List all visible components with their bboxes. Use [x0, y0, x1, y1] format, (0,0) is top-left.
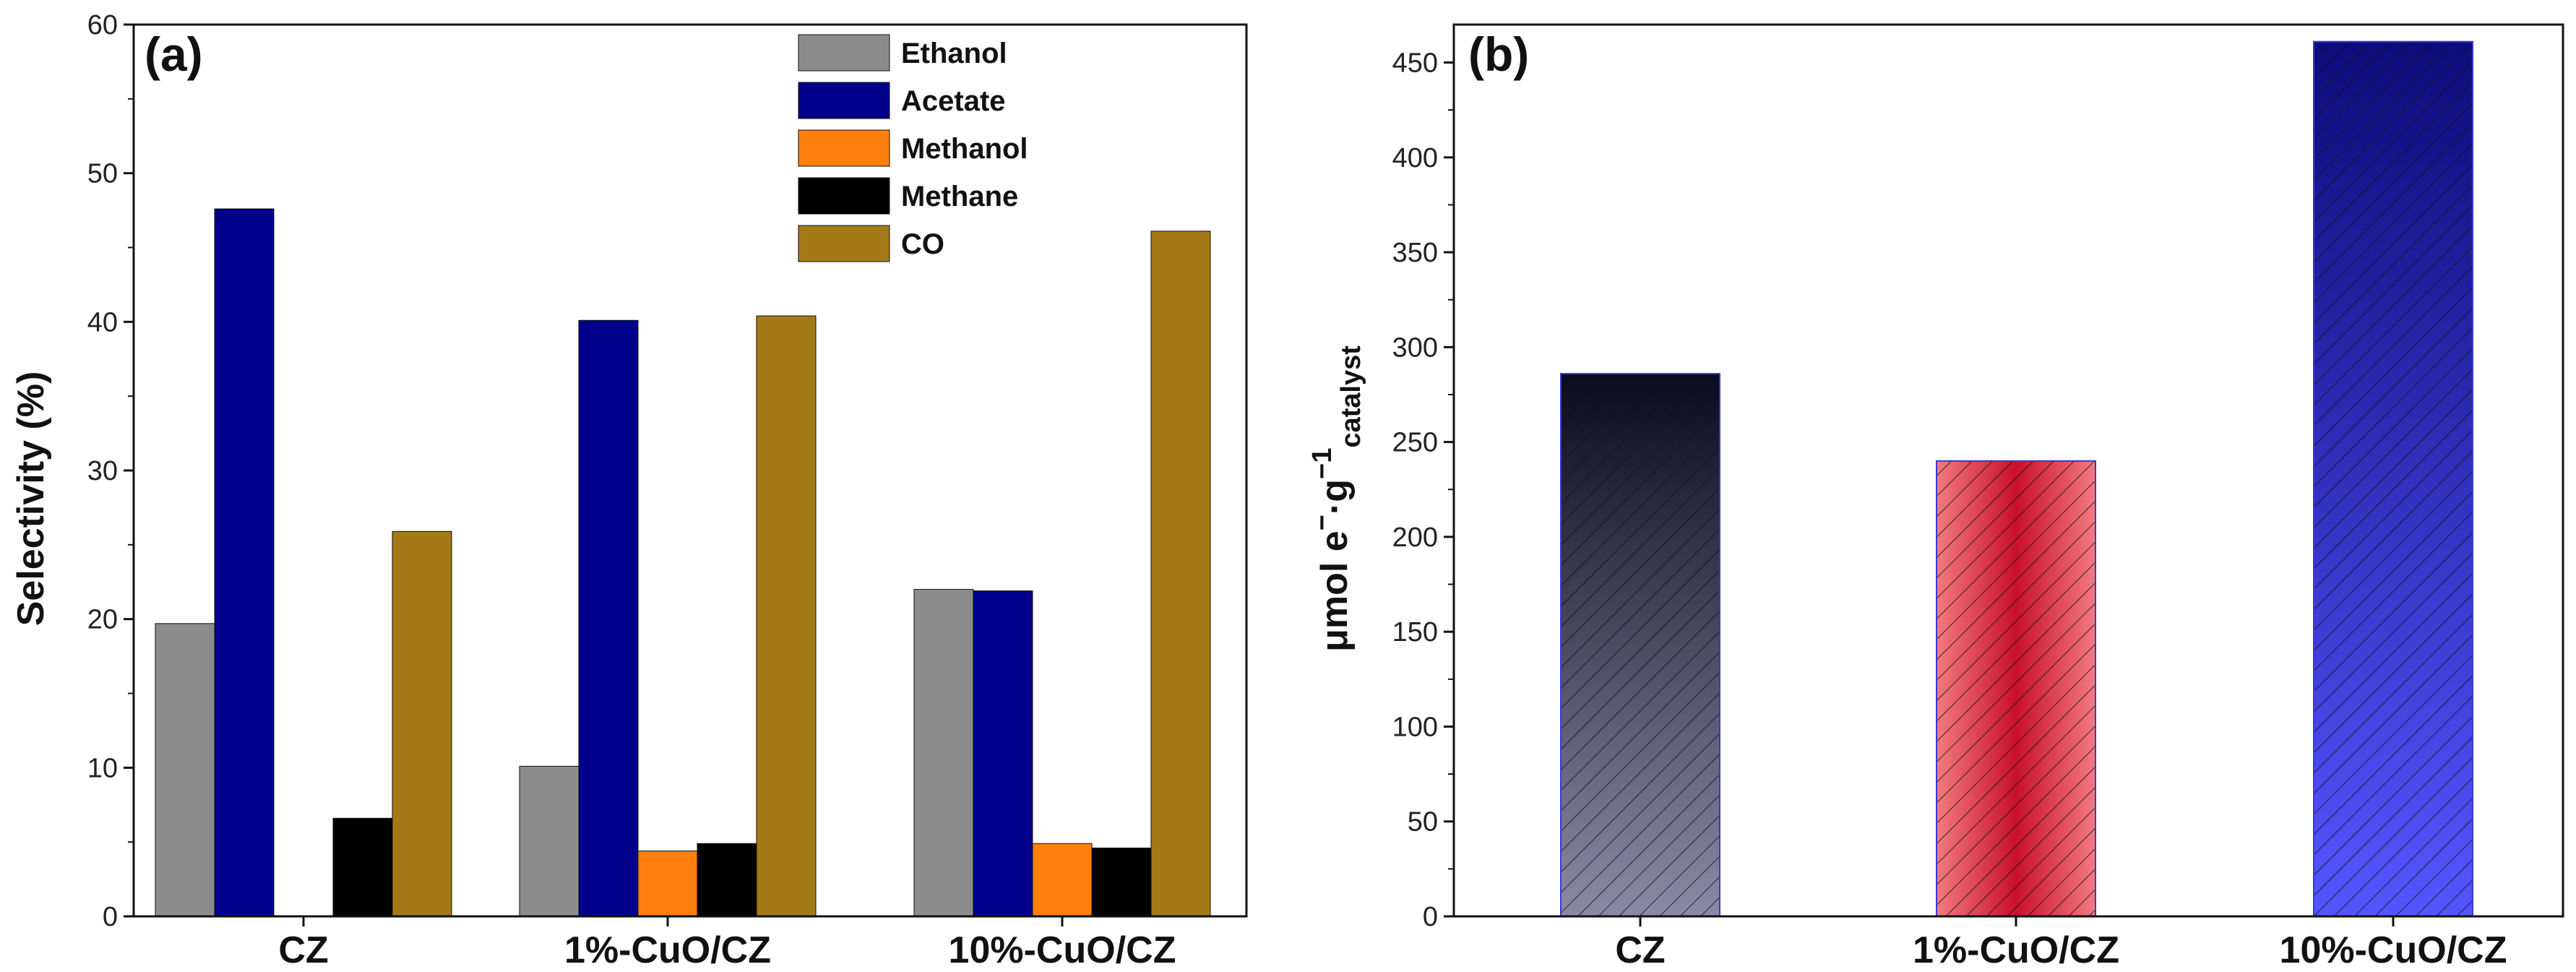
- legend-swatch-methanol: [798, 129, 890, 167]
- bar-methane-1pct-cuo-cz: [697, 843, 757, 917]
- b-ytick-label: 0: [1423, 902, 1438, 932]
- panel-a-x-axis: CZ 1%-CuO/CZ 10%-CuO/CZ: [278, 916, 1176, 971]
- b-ytick-label: 450: [1392, 48, 1438, 79]
- bar-1pct-cuo-cz-hatch: [1936, 460, 2096, 917]
- legend-swatch-ethanol: [798, 34, 890, 72]
- b-category-label-10pct-cuo-cz: 10%-CuO/CZ: [2280, 929, 2507, 971]
- panel-a-bars: [155, 208, 1211, 917]
- a-ytick-label: 10: [87, 753, 118, 783]
- a-category-label-cz: CZ: [278, 929, 328, 971]
- panel-a-label: (a): [145, 27, 203, 81]
- bar-methane-cz: [332, 817, 393, 917]
- panel-b-y-axis: 0 50 100 150 200 250 300 350 400 450: [1392, 48, 1454, 932]
- bar-acetate-10pct-cuo-cz: [973, 590, 1033, 917]
- bar-co-cz: [392, 530, 452, 917]
- b-category-label-1pct-cuo-cz: 1%-CuO/CZ: [1913, 929, 2119, 971]
- a-ytick-label: 60: [87, 10, 118, 40]
- bar-methanol-1pct-cuo-cz: [637, 851, 698, 917]
- legend-swatch-methane: [798, 177, 890, 215]
- bar-acetate-cz: [214, 208, 275, 917]
- a-ytick-label: 20: [87, 605, 118, 635]
- bar-co-10pct-cuo-cz: [1150, 231, 1211, 917]
- b-ytick-label: 400: [1392, 143, 1438, 173]
- legend-label-methane: Methane: [901, 181, 1018, 212]
- b-ytick-label: 150: [1392, 617, 1438, 648]
- bar-cz-hatch: [1560, 373, 1720, 917]
- a-category-label-1pct-cuo-cz: 1%-CuO/CZ: [564, 929, 771, 971]
- legend-label-methanol: Methanol: [901, 133, 1028, 165]
- bar-methanol-10pct-cuo-cz: [1032, 843, 1093, 917]
- a-ytick-label: 30: [87, 456, 118, 486]
- panel-b-y-axis-title: μmol e−·g−1catalyst: [1307, 345, 1366, 652]
- panel-a-legend: Ethanol Acetate Methanol Methane CO: [798, 34, 1028, 262]
- panel-a-y-axis-title: Selectivity (%): [10, 371, 52, 627]
- a-category-label-10pct-cuo-cz: 10%-CuO/CZ: [949, 929, 1176, 971]
- bar-ethanol-10pct-cuo-cz: [913, 589, 974, 917]
- panel-b-label: (b): [1468, 27, 1529, 81]
- bar-ethanol-cz: [155, 623, 215, 917]
- bar-10pct-cuo-cz-hatch: [2313, 40, 2473, 918]
- bar-co-1pct-cuo-cz: [756, 315, 817, 917]
- panel-b-ylabel-sup2: −1: [1307, 448, 1337, 479]
- a-ytick-label: 50: [87, 159, 118, 189]
- panel-b-x-axis: CZ 1%-CuO/CZ 10%-CuO/CZ: [1615, 916, 2507, 971]
- b-ytick-label: 250: [1392, 428, 1438, 458]
- b-ytick-label: 350: [1392, 238, 1438, 268]
- bar-methane-10pct-cuo-cz: [1091, 847, 1152, 917]
- legend-swatch-acetate: [798, 82, 890, 119]
- bar-acetate-1pct-cuo-cz: [578, 319, 639, 917]
- a-ytick-label: 40: [87, 307, 118, 337]
- b-ytick-label: 200: [1392, 522, 1438, 553]
- a-ytick-label: 0: [103, 902, 118, 932]
- legend-label-co: CO: [901, 228, 944, 260]
- panel-b-ylabel-sup1: −: [1307, 515, 1337, 530]
- panel-b-plot-frame: [1452, 23, 2564, 918]
- panel-b-electron-chart: 0 50 100 150 200 250 300 350 400 450 CZ 1%-CuO/CZ 1…: [1307, 23, 2564, 971]
- panel-b-ylabel-main: μmol e: [1314, 530, 1356, 652]
- panel-b-bars: [1560, 40, 2473, 918]
- b-ytick-label: 50: [1408, 807, 1438, 838]
- b-category-label-cz: CZ: [1615, 929, 1665, 971]
- panel-a-plot-frame: [132, 23, 1248, 918]
- b-ytick-label: 100: [1392, 712, 1438, 742]
- legend-label-acetate: Acetate: [901, 85, 1006, 117]
- panel-a-y-axis: 0 10 20 30 40 50 60: [87, 10, 134, 932]
- b-ytick-label: 300: [1392, 332, 1438, 363]
- panel-b-ylabel-mid: ·g: [1314, 479, 1356, 515]
- legend-label-ethanol: Ethanol: [901, 38, 1007, 69]
- panel-b-ylabel-sub: catalyst: [1336, 345, 1366, 448]
- legend-swatch-co: [798, 225, 890, 262]
- bar-ethanol-1pct-cuo-cz: [519, 765, 580, 917]
